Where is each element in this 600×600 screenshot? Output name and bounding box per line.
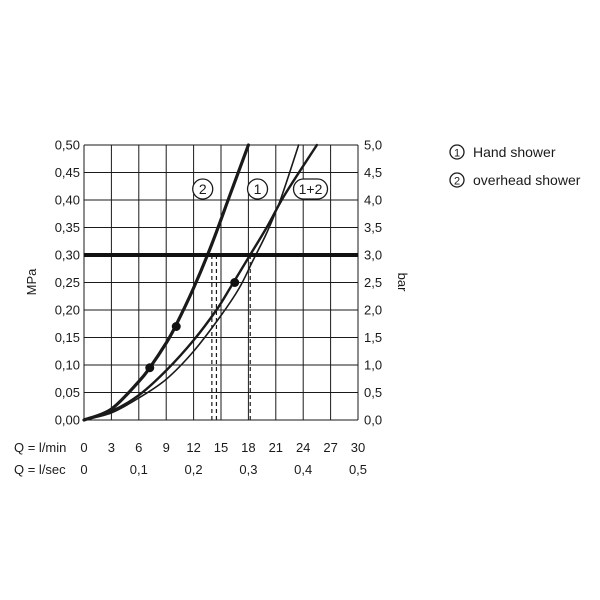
y-left-tick-label: 0,25: [55, 275, 80, 290]
x-lps-tick-label: 0: [80, 462, 87, 477]
y-left-tick-label: 0,00: [55, 413, 80, 428]
y-left-tick-label: 0,35: [55, 220, 80, 235]
x-lpm-tick-label: 15: [214, 440, 228, 455]
legend-item-hand-shower: 1 Hand shower: [449, 144, 556, 160]
x-lps-tick-label: 0,2: [185, 462, 203, 477]
y-left-tick-label: 0,15: [55, 330, 80, 345]
x-lpm-tick-label: 21: [269, 440, 283, 455]
legend-label-hand-shower: Hand shower: [473, 144, 556, 160]
x-lpm-tick-label: 0: [80, 440, 87, 455]
legend: 1 Hand shower 2 overhead shower: [449, 144, 581, 188]
y-left-tick-label: 0,45: [55, 165, 80, 180]
legend-item-overhead-shower: 2 overhead shower: [449, 172, 581, 188]
y-left-axis-title: MPa: [24, 268, 39, 296]
y-right-tick-label: 0,0: [364, 413, 382, 428]
x-lpm-tick-label: 18: [241, 440, 255, 455]
data-marker: [145, 363, 155, 373]
x-lpm-tick-label: 12: [186, 440, 200, 455]
y-left-tick-label: 0,30: [55, 248, 80, 263]
y-right-tick-label: 5,0: [364, 138, 382, 153]
series-line-1plus2: [83, 144, 300, 421]
y-right-tick-label: 4,0: [364, 193, 382, 208]
series-badge-1: [246, 178, 269, 200]
x-lps-tick-label: 0,1: [130, 462, 148, 477]
x-lpm-tick-label: 3: [108, 440, 115, 455]
x-lpm-tick-label: 30: [351, 440, 365, 455]
data-markers: [145, 278, 240, 373]
legend-badge-1-icon: [449, 144, 465, 160]
legend-label-overhead-shower: overhead shower: [473, 172, 581, 188]
series-badge-label: 2: [199, 181, 207, 197]
x-lpm-tick-label: 6: [135, 440, 142, 455]
legend-badge-1-text: 1: [454, 148, 460, 160]
series-line-2: [82, 143, 250, 422]
series-badge-label: 1+2: [299, 181, 323, 197]
y-left-tick-label: 0,20: [55, 303, 80, 318]
series-badge-1plus2: [292, 178, 329, 200]
x-lps-tick-label: 0,4: [294, 462, 312, 477]
y-left-tick-label: 0,40: [55, 193, 80, 208]
x-lpm-tick-label: 27: [323, 440, 337, 455]
legend-badge-2-text: 2: [454, 176, 460, 188]
y-right-tick-label: 3,0: [364, 248, 382, 263]
y-left-tick-label: 0,50: [55, 138, 80, 153]
y-right-tick-label: 2,0: [364, 303, 382, 318]
y-right-tick-label: 4,5: [364, 165, 382, 180]
y-right-tick-label: 1,0: [364, 358, 382, 373]
series-badge-label: 1: [254, 181, 262, 197]
series-lines: [82, 143, 319, 422]
x-lpm-axis-title: Q = l/min: [14, 440, 66, 455]
y-left-tick-label: 0,10: [55, 358, 80, 373]
y-left-tick-label: 0,05: [55, 385, 80, 400]
data-marker: [171, 322, 181, 331]
data-marker: [230, 278, 240, 287]
series-badges: 2 1 1+2: [192, 178, 329, 200]
x-lps-axis-title: Q = l/sec: [14, 462, 66, 477]
x-lpm-tick-label: 9: [163, 440, 170, 455]
y-right-tick-label: 1,5: [364, 330, 382, 345]
y-right-tick-label: 3,5: [364, 220, 382, 235]
series-badge-2: [192, 178, 214, 200]
legend-badge-2-icon: [449, 172, 465, 188]
y-right-tick-label: 0,5: [364, 385, 382, 400]
series-line-1: [82, 143, 319, 422]
x-lps-tick-label: 0,3: [239, 462, 257, 477]
y-right-tick-label: 2,5: [364, 275, 382, 290]
tick-labels: 0,000,050,100,150,200,250,300,350,400,45…: [55, 138, 382, 478]
y-right-axis-title: bar: [395, 273, 410, 292]
x-lps-tick-label: 0,5: [349, 462, 367, 477]
x-lpm-tick-label: 24: [296, 440, 310, 455]
